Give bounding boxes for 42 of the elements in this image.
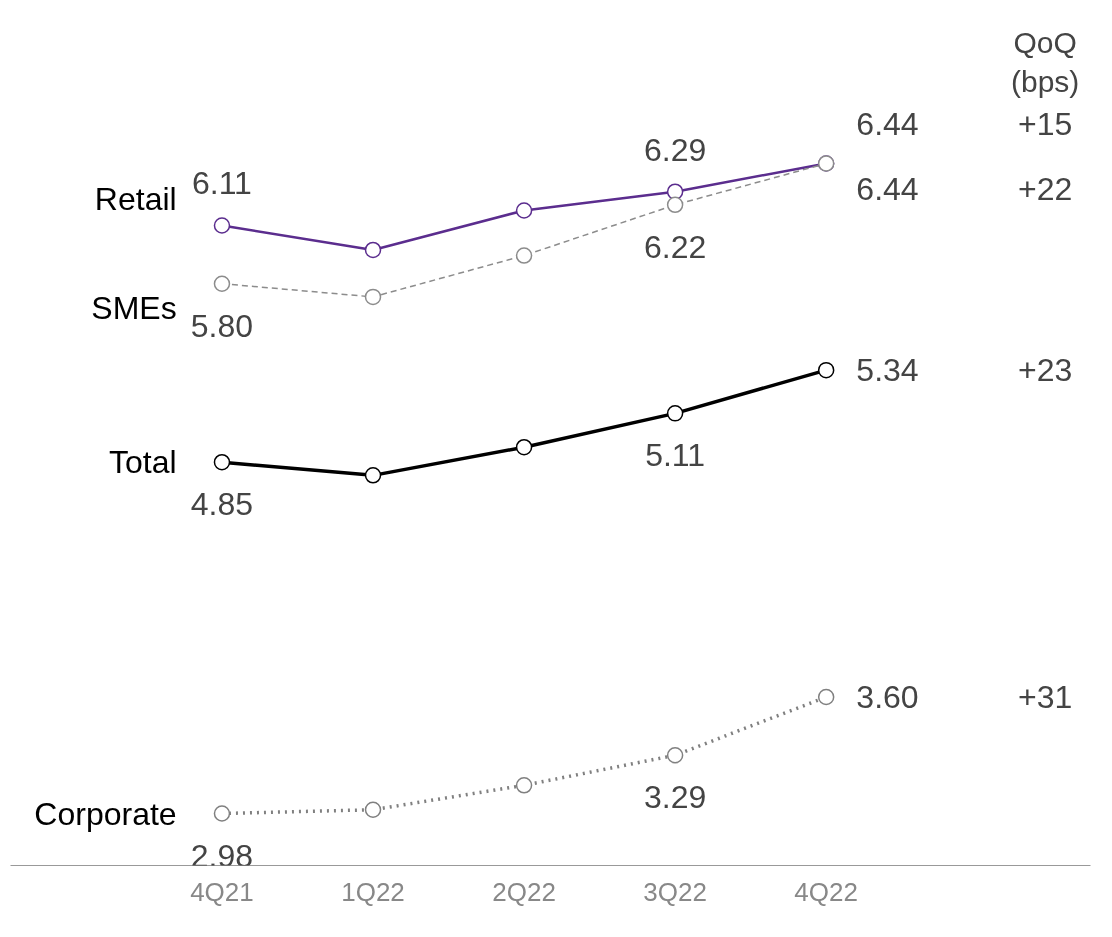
point: [364, 241, 382, 259]
data-label: 3.60: [856, 679, 919, 716]
point: [666, 747, 684, 764]
data-label: 6.22: [643, 228, 707, 265]
data-label: 6.44: [856, 170, 919, 207]
series-label: Corporate: [34, 795, 177, 832]
data-label: 3.29: [643, 779, 707, 816]
point: [364, 801, 382, 818]
point: [515, 202, 533, 219]
x-tick-label: 4Q21: [190, 876, 254, 907]
text: +23: [1018, 352, 1073, 389]
point: [364, 467, 382, 484]
x-tick-label: 3Q22: [643, 876, 707, 907]
text: +31: [1018, 679, 1073, 716]
point: [515, 247, 533, 264]
data-label: 6.29: [643, 131, 707, 168]
text: QoQ (bps): [1011, 25, 1080, 99]
point: [666, 196, 684, 214]
series-label: Retail: [94, 180, 177, 217]
data-label: 6.44: [856, 105, 919, 142]
point: [515, 438, 533, 456]
point: [213, 217, 231, 234]
point: [817, 361, 835, 379]
x-tick-label: 2Q22: [492, 876, 556, 907]
point: [817, 688, 835, 706]
x-tick-label: 1Q22: [341, 876, 405, 907]
point: [515, 777, 533, 794]
x-tick-label: 4Q22: [794, 876, 858, 907]
text: +15: [1018, 105, 1073, 142]
point: [364, 288, 382, 306]
series-label: SMEs: [91, 290, 177, 327]
data-label: 5.11: [645, 437, 706, 474]
data-label: 5.80: [190, 307, 254, 344]
point: [213, 805, 231, 822]
point: [213, 453, 231, 471]
series-label: Total: [109, 444, 177, 481]
text: +22: [1018, 170, 1073, 207]
data-label: 6.11: [192, 165, 252, 202]
data-label: 4.85: [190, 486, 254, 523]
point: [213, 275, 231, 292]
data-label: 5.34: [856, 352, 919, 389]
point: [666, 405, 684, 422]
